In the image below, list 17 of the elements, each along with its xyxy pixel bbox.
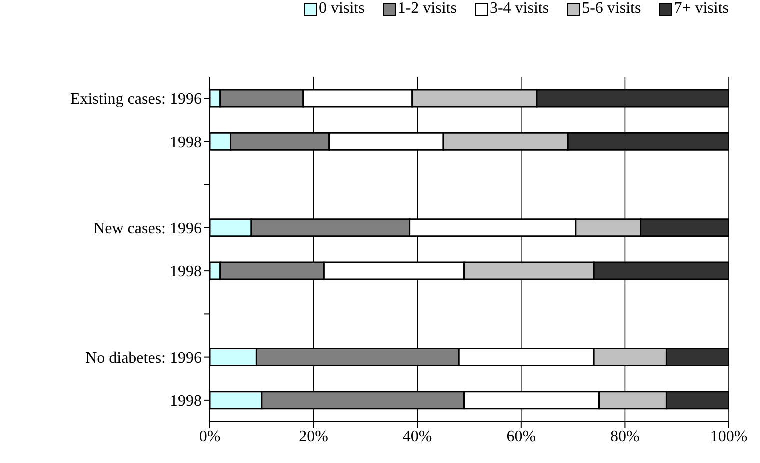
x-tick-label: 100% — [710, 428, 748, 446]
x-tick-label: 0% — [199, 428, 221, 446]
y-tick-label: 1998 — [170, 264, 202, 281]
y-tick-label: 1998 — [170, 393, 202, 410]
y-tick-label: No diabetes: 1996 — [86, 350, 202, 367]
legend-label: 7+ visits — [673, 0, 729, 18]
legend-label: 0 visits — [318, 0, 365, 18]
x-tick-label: 80% — [610, 428, 640, 446]
y-tick-label: Existing cases: 1996 — [70, 91, 202, 108]
x-tick-label: 20% — [299, 428, 328, 446]
legend-label: 5-6 visits — [581, 0, 642, 18]
legend-label: 3-4 visits — [488, 0, 550, 18]
y-tick-label: 1998 — [170, 134, 202, 152]
y-tick-label: New cases: 1996 — [94, 220, 202, 238]
legend-label: 1-2 visits — [396, 0, 457, 18]
x-tick-label: 40% — [402, 428, 432, 446]
x-tick-label: 60% — [506, 428, 536, 446]
